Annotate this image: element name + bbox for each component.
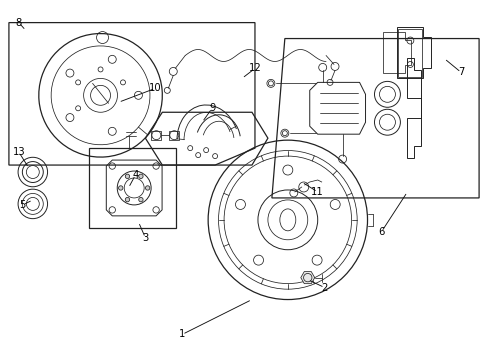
Polygon shape — [300, 271, 314, 284]
Circle shape — [125, 174, 129, 179]
Circle shape — [125, 197, 129, 202]
Text: 10: 10 — [149, 84, 162, 93]
Text: 7: 7 — [457, 67, 464, 77]
Text: 13: 13 — [13, 147, 25, 157]
Text: 3: 3 — [142, 233, 148, 243]
Circle shape — [139, 197, 143, 202]
Text: 1: 1 — [179, 329, 185, 339]
Circle shape — [118, 186, 122, 190]
Text: 2: 2 — [321, 283, 327, 293]
Bar — [169, 131, 179, 140]
Text: 9: 9 — [208, 103, 215, 113]
Circle shape — [139, 174, 143, 179]
Text: 4: 4 — [132, 170, 138, 180]
Bar — [151, 131, 161, 140]
Text: 11: 11 — [311, 187, 324, 197]
Text: 8: 8 — [16, 18, 22, 28]
Circle shape — [145, 186, 149, 190]
Text: 6: 6 — [378, 227, 384, 237]
Bar — [88, 148, 176, 228]
Text: 5: 5 — [20, 200, 26, 210]
Text: 12: 12 — [248, 63, 261, 73]
Bar — [398, 28, 422, 77]
